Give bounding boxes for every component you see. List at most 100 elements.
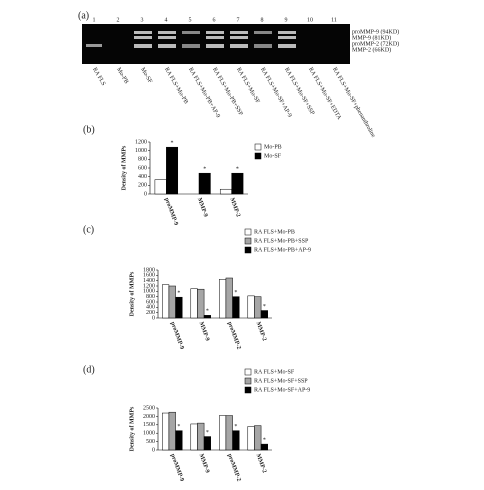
bar	[247, 295, 255, 319]
x-tick-label: MMP-9	[198, 321, 210, 342]
y-tick-label: 1000	[135, 148, 147, 154]
x-tick-label: MMP-2	[255, 321, 267, 342]
x-tick-label: proMMP-9	[169, 453, 185, 482]
bar	[197, 288, 205, 319]
y-tick-label: 800	[146, 294, 155, 300]
panel-label: (b)	[83, 124, 95, 135]
legend-label: RA FLS+Mo-SF	[254, 369, 295, 375]
x-tick-label: proMMP-9	[163, 197, 179, 226]
y-tick-label: 200	[138, 183, 147, 189]
y-tick-label: 1600	[143, 273, 155, 279]
lane-number: 5	[189, 17, 192, 23]
y-tick-label: 0	[144, 191, 147, 197]
legend-label: RA FLS+Mo-PB+AP-9	[254, 247, 311, 253]
bar	[260, 443, 268, 451]
bar	[232, 296, 240, 319]
lane-number: 7	[237, 17, 240, 23]
bar	[260, 310, 268, 319]
bar	[254, 296, 262, 319]
lane-label: RA FLS+Mo-SF+phenanthroline	[331, 67, 376, 139]
bar	[219, 279, 227, 319]
significance-mark: *	[177, 424, 180, 430]
y-axis-label: Density of MMPs	[129, 271, 135, 316]
lane-number: 9	[285, 17, 288, 23]
gel-bands	[86, 31, 296, 48]
y-tick-label: 1000	[143, 431, 155, 437]
lane-label: Mo-PB	[115, 67, 129, 85]
x-tick-label: MMP-9	[196, 197, 208, 218]
significance-mark: *	[206, 309, 209, 315]
bar	[225, 415, 233, 451]
lane-label: RA FLS+Mo-SF	[235, 67, 261, 105]
lane-number: 10	[307, 17, 313, 23]
legend-label: RA FLS+Mo-PB+SSP	[254, 238, 309, 244]
panel-label: (d)	[83, 364, 95, 375]
legend-swatch	[244, 386, 252, 394]
legend-swatch	[254, 152, 262, 160]
legend-swatch	[244, 368, 252, 376]
legend-swatch	[244, 237, 252, 245]
legend-label: RA FLS+Mo-SF+AP-9	[254, 387, 310, 393]
lane-number: 6	[213, 17, 216, 23]
y-tick-label: 200	[146, 310, 155, 316]
bar	[190, 288, 198, 319]
x-tick-label: proMMP-2	[226, 453, 242, 482]
legend-swatch	[254, 143, 262, 151]
significance-mark: *	[177, 291, 180, 297]
y-tick-label: 1500	[143, 422, 155, 428]
x-tick-label: MMP-9	[198, 453, 210, 474]
significance-mark: *	[234, 290, 237, 296]
legend-label: RA FLS+Mo-SF+SSP	[254, 378, 308, 384]
legend-label: Mo-PB	[264, 144, 282, 150]
legend-swatch	[244, 246, 252, 254]
significance-mark: *	[203, 167, 206, 173]
legend-label: Mo-SF	[264, 153, 282, 159]
band-label: MMP-9 (81KD)	[352, 34, 391, 41]
bar	[247, 426, 255, 451]
bar	[154, 179, 167, 195]
lane-label: RA FLS+Mo-PB	[163, 67, 189, 105]
y-axis-label: Density of MMPs	[121, 145, 127, 190]
bar	[203, 315, 211, 319]
panel-label: (c)	[83, 224, 94, 235]
bar	[219, 188, 232, 195]
y-tick-label: 0	[152, 447, 155, 453]
y-tick-label: 600	[146, 299, 155, 305]
y-tick-label: 600	[138, 165, 147, 171]
significance-mark: *	[236, 167, 239, 173]
lane-number: 3	[141, 17, 144, 23]
significance-mark: *	[206, 430, 209, 436]
x-tick-label: MMP-2	[255, 453, 267, 474]
bar	[168, 411, 176, 451]
x-tick-label: proMMP-9	[169, 321, 185, 350]
y-tick-label: 500	[146, 439, 155, 445]
y-tick-label: 0	[152, 315, 155, 321]
bar	[254, 425, 262, 451]
lane-number: 1	[93, 17, 96, 23]
bar	[197, 422, 205, 451]
y-tick-label: 1200	[143, 283, 155, 289]
bar	[162, 412, 170, 451]
significance-mark: *	[234, 424, 237, 430]
bar	[232, 430, 240, 451]
y-tick-label: 1200	[135, 139, 147, 145]
band-label: proMMP-2 (72KD)	[352, 40, 399, 47]
bar	[219, 415, 227, 451]
legend-swatch	[244, 377, 252, 385]
lane-number: 2	[117, 17, 120, 23]
bar	[175, 296, 183, 319]
y-tick-label: 1000	[143, 289, 155, 295]
x-tick-label: MMP-2	[228, 197, 240, 218]
y-tick-label: 1400	[143, 278, 155, 284]
significance-mark: *	[263, 437, 266, 443]
significance-mark: *	[171, 141, 174, 147]
y-tick-label: 2000	[143, 414, 155, 420]
bar	[166, 146, 179, 195]
bar	[198, 172, 211, 195]
bar	[175, 430, 183, 451]
bar	[168, 285, 176, 319]
bar	[162, 284, 170, 319]
lane-number: 8	[261, 17, 264, 23]
y-axis-label: Density of MMPs	[129, 406, 135, 451]
bar	[231, 172, 244, 195]
